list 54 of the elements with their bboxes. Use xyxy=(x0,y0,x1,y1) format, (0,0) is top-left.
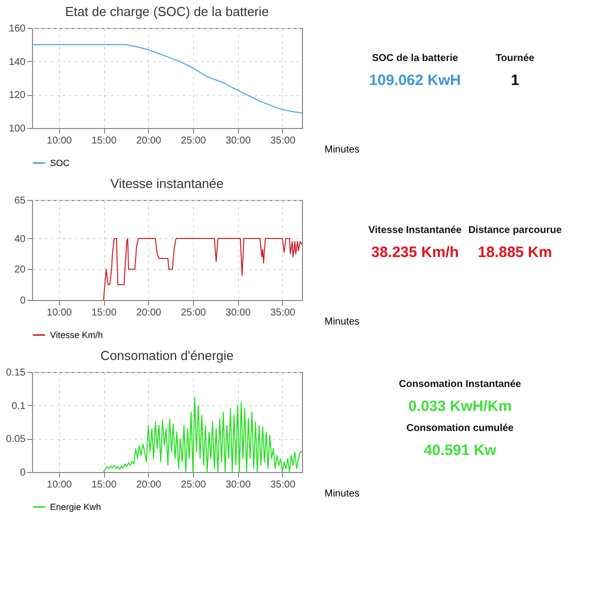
x-tick-label: 25:00 xyxy=(180,308,206,318)
x-tick-label: 30:00 xyxy=(226,308,252,318)
y-tick-label: 65 xyxy=(14,196,26,206)
x-axis-title: Minutes xyxy=(324,144,360,156)
x-tick-label: 15:00 xyxy=(92,308,117,318)
line-series xyxy=(103,396,302,472)
y-tick-label: 40 xyxy=(14,234,26,245)
text: Vitesse Instantanée xyxy=(368,225,462,236)
y-tick-label: 140 xyxy=(8,56,26,68)
x-tick-label: 20:00 xyxy=(136,308,162,318)
x-tick-label: 10:00 xyxy=(46,480,72,490)
x-axis-title: Minutes xyxy=(324,488,360,500)
text: Tournée xyxy=(496,53,535,64)
x-tick-label: 30:00 xyxy=(226,480,252,490)
chart-title: Vitesse instantanée xyxy=(110,176,224,191)
text: 38.235 Km/h xyxy=(371,244,459,261)
chart-title: Consomation d'énergie xyxy=(100,348,234,363)
x-tick-label: 15:00 xyxy=(92,136,117,146)
x-tick-label: 35:00 xyxy=(270,308,296,318)
text: Consomation Instantanée xyxy=(398,379,522,390)
x-tick-label: 20:00 xyxy=(136,136,162,146)
text: Distance parcourue xyxy=(468,225,562,236)
x-tick-label: 25:00 xyxy=(180,480,206,490)
y-tick-label: 0 xyxy=(20,468,26,478)
x-tick-label: 10:00 xyxy=(46,136,72,146)
y-tick-label: 0.05 xyxy=(6,434,26,446)
x-tick-label: 15:00 xyxy=(92,480,117,490)
legend-label: Energie Kwh xyxy=(50,502,102,512)
text: Consomation cumulée xyxy=(406,423,514,434)
text: SOC de la batterie xyxy=(372,53,459,64)
x-tick-label: 20:00 xyxy=(136,480,162,490)
y-tick-label: 120 xyxy=(8,90,26,102)
x-tick-label: 35:00 xyxy=(270,136,296,146)
line-series xyxy=(103,238,302,300)
y-tick-label: 160 xyxy=(8,24,26,34)
legend-label: Vitesse Km/h xyxy=(50,330,103,340)
text: 40.591 Kw xyxy=(424,442,497,459)
text: 18.885 Km xyxy=(478,244,552,261)
y-tick-label: 100 xyxy=(8,124,26,134)
line-series xyxy=(32,44,302,114)
x-tick-label: 30:00 xyxy=(226,136,252,146)
legend-label: SOC xyxy=(50,158,70,168)
x-tick-label: 25:00 xyxy=(180,136,206,146)
text: 0.033 KwH/Km xyxy=(408,398,512,415)
text: 1 xyxy=(510,72,520,89)
y-tick-label: 0.15 xyxy=(6,368,26,378)
y-tick-label: 0 xyxy=(20,296,26,306)
chart-title: Etat de charge (SOC) de la batterie xyxy=(65,4,269,19)
x-tick-label: 10:00 xyxy=(46,308,72,318)
y-tick-label: 20 xyxy=(14,264,26,276)
text: 109.062 KwH xyxy=(369,72,461,89)
x-tick-label: 35:00 xyxy=(270,480,296,490)
x-axis-title: Minutes xyxy=(324,316,360,328)
y-tick-label: 0.1 xyxy=(12,400,26,412)
